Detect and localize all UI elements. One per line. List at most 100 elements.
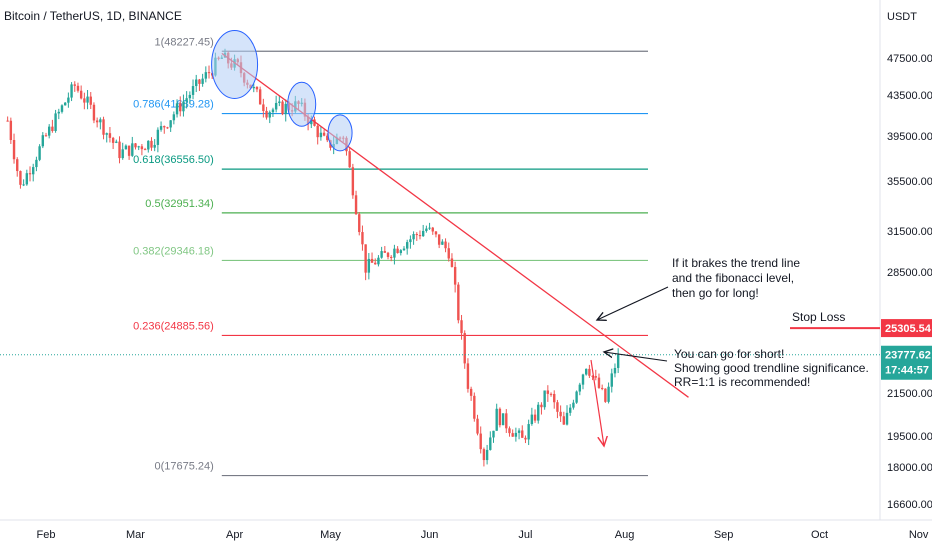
candle-body	[258, 89, 262, 105]
candle-body	[572, 402, 575, 408]
candle-body	[41, 135, 45, 147]
candle-body	[201, 78, 204, 84]
candle-body	[111, 137, 115, 143]
candle-body	[92, 104, 96, 121]
price-tick-label: 47500.00	[887, 53, 932, 65]
candle-body	[188, 94, 192, 99]
short-annotation-line: You can go for short!	[674, 347, 784, 361]
candle-body	[540, 404, 543, 408]
candle-body	[60, 105, 64, 112]
candle-body	[457, 284, 460, 321]
candle-body	[358, 214, 361, 233]
candle-body	[380, 251, 383, 258]
candle-body	[463, 333, 466, 364]
candle-body	[86, 96, 89, 103]
candle-body	[600, 387, 604, 389]
candle-body	[179, 103, 182, 112]
candle-body	[386, 252, 390, 257]
time-tick-label: Feb	[37, 529, 56, 541]
candle-body	[514, 432, 518, 437]
price-axis-unit: USDT	[887, 11, 917, 23]
time-tick-label: Aug	[615, 529, 635, 541]
candle-body	[543, 390, 546, 408]
target-arrow	[590, 359, 604, 446]
candle-body	[476, 418, 479, 434]
candle-body	[511, 433, 514, 437]
candle-body	[67, 97, 70, 103]
candle-body	[121, 149, 124, 159]
candle-body	[549, 393, 553, 395]
candle-body	[25, 173, 29, 185]
candle-body	[76, 85, 80, 91]
candle-body	[351, 167, 355, 196]
candle-body	[533, 414, 537, 421]
candle-body	[313, 119, 316, 126]
candle-body	[530, 414, 534, 425]
candle-body	[326, 135, 329, 141]
candle-body	[54, 113, 57, 132]
candle-body	[255, 86, 259, 90]
price-tick-label: 43500.00	[887, 90, 932, 102]
short-annotation-line: Showing good trendline significance.	[674, 361, 869, 375]
candle-body	[105, 133, 108, 135]
candle-body	[348, 151, 351, 168]
stop-loss-label: Stop Loss	[792, 310, 845, 324]
candle-body	[124, 145, 128, 150]
candle-body	[207, 72, 211, 74]
price-tick-label: 16600.00	[887, 499, 932, 511]
candle-body	[390, 256, 393, 258]
candle-body	[274, 102, 278, 110]
candle-body	[28, 173, 32, 175]
candle-body	[99, 119, 102, 123]
candle-body	[565, 412, 569, 425]
candle-body	[396, 248, 399, 254]
candle-body	[278, 101, 281, 103]
candle-body	[143, 149, 147, 151]
candle-body	[89, 96, 92, 105]
candle-body	[546, 390, 550, 394]
candle-body	[118, 141, 121, 159]
candle-body	[159, 126, 163, 130]
candle-body	[19, 171, 22, 185]
candle-body	[444, 241, 447, 249]
candle-body	[374, 262, 377, 265]
candle-body	[361, 232, 364, 245]
candle-body	[16, 159, 19, 172]
candle-body	[588, 368, 591, 376]
candle-body	[354, 195, 358, 215]
candle-body	[412, 234, 415, 240]
long-annotation-line: then go for long!	[672, 286, 759, 300]
candle-body	[594, 376, 597, 378]
candle-body	[421, 230, 425, 237]
trendline-touch-ellipse	[327, 114, 353, 152]
long-annotation-line: and the fibonacci level,	[672, 271, 794, 285]
fib-level-label: 1(48227.45)	[154, 36, 213, 48]
candle-body	[322, 132, 326, 136]
candle-body	[172, 114, 176, 121]
candle-body	[195, 79, 198, 87]
candle-body	[556, 402, 559, 412]
stop-loss-value: 25305.54	[885, 323, 932, 335]
price-tick-label: 35500.00	[887, 176, 932, 188]
candle-body	[150, 140, 153, 148]
candle-body	[140, 146, 144, 150]
time-tick-label: Apr	[226, 529, 243, 541]
candle-body	[569, 407, 572, 413]
time-tick-label: Mar	[126, 529, 145, 541]
fib-level-label: 0(17675.24)	[154, 461, 213, 473]
candle-body	[252, 86, 255, 89]
candle-body	[431, 227, 434, 232]
chart-title: Bitcoin / TetherUS, 1D, BINANCE	[4, 9, 182, 23]
candle-body	[469, 388, 473, 396]
candle-body	[268, 112, 271, 118]
candle-body	[22, 184, 25, 186]
candle-body	[559, 411, 562, 417]
candle-body	[616, 354, 620, 368]
candle-body	[265, 110, 268, 118]
price-tick-label: 31500.00	[887, 226, 932, 238]
long-arrow	[597, 286, 669, 320]
candle-body	[409, 239, 412, 243]
fib-level-label: 0.618(36556.50)	[133, 154, 214, 166]
candle-body	[591, 375, 594, 377]
